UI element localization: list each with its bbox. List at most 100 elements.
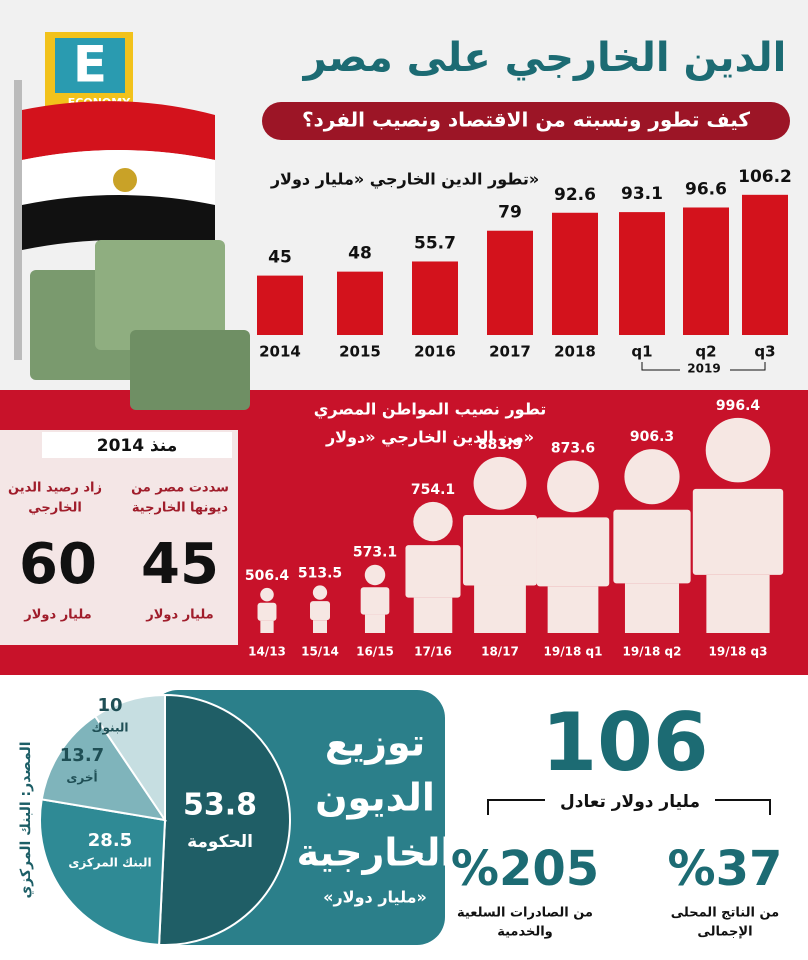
bar [257,275,303,335]
person-legs [413,597,453,633]
x-tick-label: 15/14 [301,645,339,659]
group-gap [680,362,730,376]
person [257,587,277,633]
x-tick-label: 2014 [259,343,301,361]
share-caption: من الناتج المحلى [671,906,779,921]
value-label: 93.1 [621,184,663,204]
value-label: 873.6 [551,440,595,456]
pie-title: الديون [315,776,435,820]
x-tick-label: 18/17 [481,645,519,659]
pie-title: الخارجية [297,831,454,875]
category-label: الحكومة [187,832,253,852]
bar [552,212,598,335]
since-caption: زاد رصيد الدين [8,481,102,496]
share-caption: والخدمية [497,925,553,940]
total-value: 106 [542,696,709,789]
x-tick-label: 19/18 q1 [544,645,603,659]
pie-subtitle: «مليار دولار» [323,888,427,907]
category-label: البنوك [92,721,129,736]
person-head [705,417,771,483]
bar [412,261,458,335]
category-label: أخرى [66,770,97,785]
share-caption: من الصادرات السلعية [457,906,593,921]
pie-slice [39,798,167,946]
person [405,501,461,633]
subtitle-pill [262,102,790,140]
person-body [692,488,784,575]
logo-inner [55,38,125,93]
share-value: %205 [451,841,599,897]
person-legs [624,583,680,633]
x-tick-label: 2018 [554,343,596,361]
x-tick-label: 17/16 [414,645,452,659]
value-label: 883.9 [478,437,522,453]
value-label: 906.3 [630,429,674,445]
person-body [536,517,610,587]
person-body [310,601,330,621]
total-caption: مليار دولار تعادل [560,792,700,812]
money [130,330,250,410]
value-label: 754.1 [411,482,455,498]
since-caption: ديونها الخارجية [132,501,229,516]
pie-slice [158,693,291,946]
person-body [257,602,277,621]
person-head [624,449,680,505]
person-legs [474,585,526,633]
x-tick-label: 2016 [414,343,456,361]
since-caption: الخارجي [28,501,82,516]
person-body [463,515,537,586]
person-head [260,587,274,602]
since-heading: منذ 2014 [97,436,178,456]
person-body [360,587,390,615]
chart-title: من الدين الخارجي «دولار» [325,428,534,448]
value-label: 92.6 [554,185,596,205]
value-label: 573.1 [353,545,397,561]
bracket-gap [545,790,715,812]
value-label: 10 [97,695,122,716]
pie-slice [40,714,168,822]
value-label: 96.6 [685,179,727,199]
value-label: 106.2 [738,167,792,187]
person-legs [260,620,274,633]
since-unit: مليار دولار [23,608,91,623]
x-tick-label: 14/13 [248,645,286,659]
since-caption: سددت مصر من [131,481,229,496]
flag-black [22,195,215,250]
person-legs [547,586,599,633]
person [463,456,537,633]
x-tick-label: q1 [631,343,652,361]
person-head [364,564,386,586]
flag-pole [14,80,22,360]
person-head [312,585,328,600]
title: الدين الخارجي على مصر [302,35,787,81]
value-label: 55.7 [414,233,456,253]
bar [337,271,383,335]
person-legs [364,614,386,633]
bar [487,230,533,335]
x-tick-label: q2 [695,343,716,361]
subtitle: كيف تطور ونسبته من الاقتصاد ونصيب الفرد؟ [302,108,750,132]
x-tick-label: 19/18 q2 [623,645,682,659]
chart-title: تطور الدين الخارجي «مليار دولار» [270,170,539,190]
logo-letter: E [73,36,107,94]
x-tick-label: 19/18 q3 [709,645,768,659]
value-label: 13.7 [60,745,104,766]
source: المصدر: البنك المركزي [18,741,35,898]
pie-slice [93,693,166,824]
since-value: 60 [19,532,97,597]
since-heading-box [42,432,232,458]
x-tick-label: 16/15 [356,645,394,659]
person [613,449,691,633]
value-label: 48 [348,244,372,264]
x-tick-label: q3 [754,343,775,361]
value-label: 45 [268,248,292,268]
bar [619,212,665,335]
person [536,460,610,633]
money-stacks [30,240,250,410]
money [95,240,225,350]
person-head [547,460,599,513]
person [310,585,330,633]
share-value: %37 [668,841,783,897]
